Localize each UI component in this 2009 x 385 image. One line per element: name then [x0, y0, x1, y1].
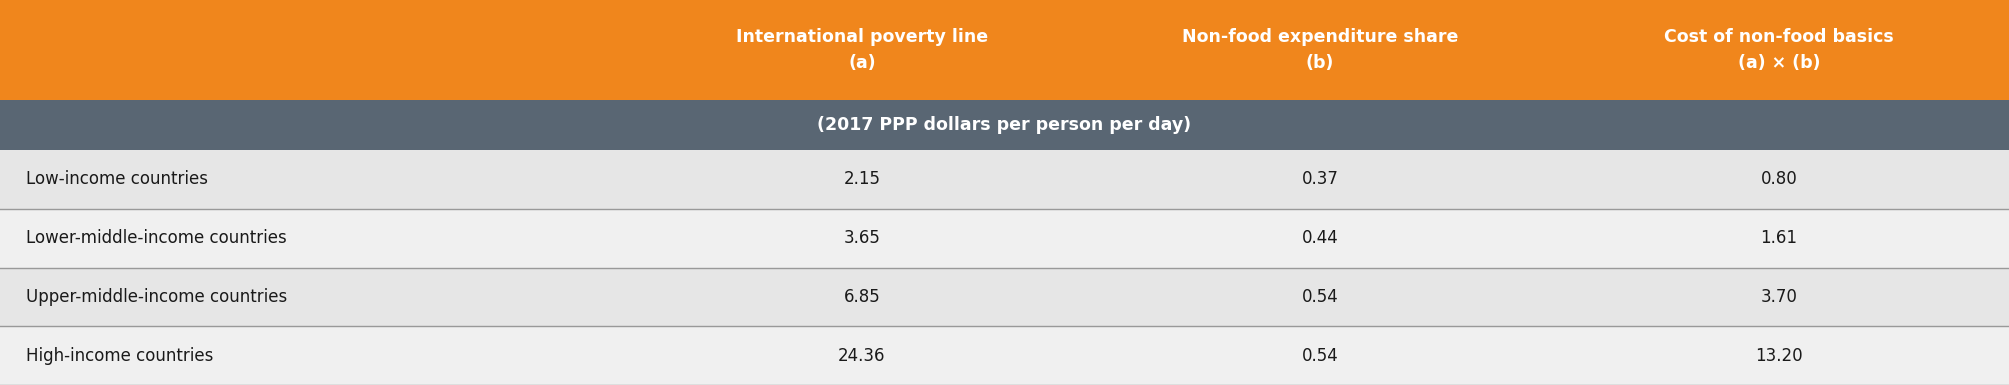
Text: High-income countries: High-income countries [26, 346, 213, 365]
Bar [0, 268, 2009, 326]
Text: 2.15: 2.15 [844, 171, 880, 188]
Bar [0, 326, 2009, 385]
Text: 0.37: 0.37 [1302, 171, 1338, 188]
Text: 3.65: 3.65 [844, 229, 880, 247]
Text: 6.85: 6.85 [844, 288, 880, 306]
Text: Upper-middle-income countries: Upper-middle-income countries [26, 288, 287, 306]
Text: (2017 PPP dollars per person per day): (2017 PPP dollars per person per day) [818, 116, 1191, 134]
Text: 0.80: 0.80 [1760, 171, 1798, 188]
Text: 0.44: 0.44 [1302, 229, 1338, 247]
Text: Low-income countries: Low-income countries [26, 171, 209, 188]
Text: Lower-middle-income countries: Lower-middle-income countries [26, 229, 287, 247]
Text: Cost of non-food basics
(a) × (b): Cost of non-food basics (a) × (b) [1663, 28, 1894, 72]
Text: 24.36: 24.36 [838, 346, 886, 365]
Bar [0, 100, 2009, 150]
Text: 0.54: 0.54 [1302, 346, 1338, 365]
Bar [0, 209, 2009, 268]
Text: 1.61: 1.61 [1760, 229, 1798, 247]
Bar [0, 150, 2009, 209]
Text: 13.20: 13.20 [1756, 346, 1802, 365]
Text: 3.70: 3.70 [1760, 288, 1798, 306]
Text: 0.54: 0.54 [1302, 288, 1338, 306]
Text: Non-food expenditure share
(b): Non-food expenditure share (b) [1181, 28, 1459, 72]
Bar [0, 0, 2009, 100]
Text: International poverty line
(a): International poverty line (a) [735, 28, 988, 72]
